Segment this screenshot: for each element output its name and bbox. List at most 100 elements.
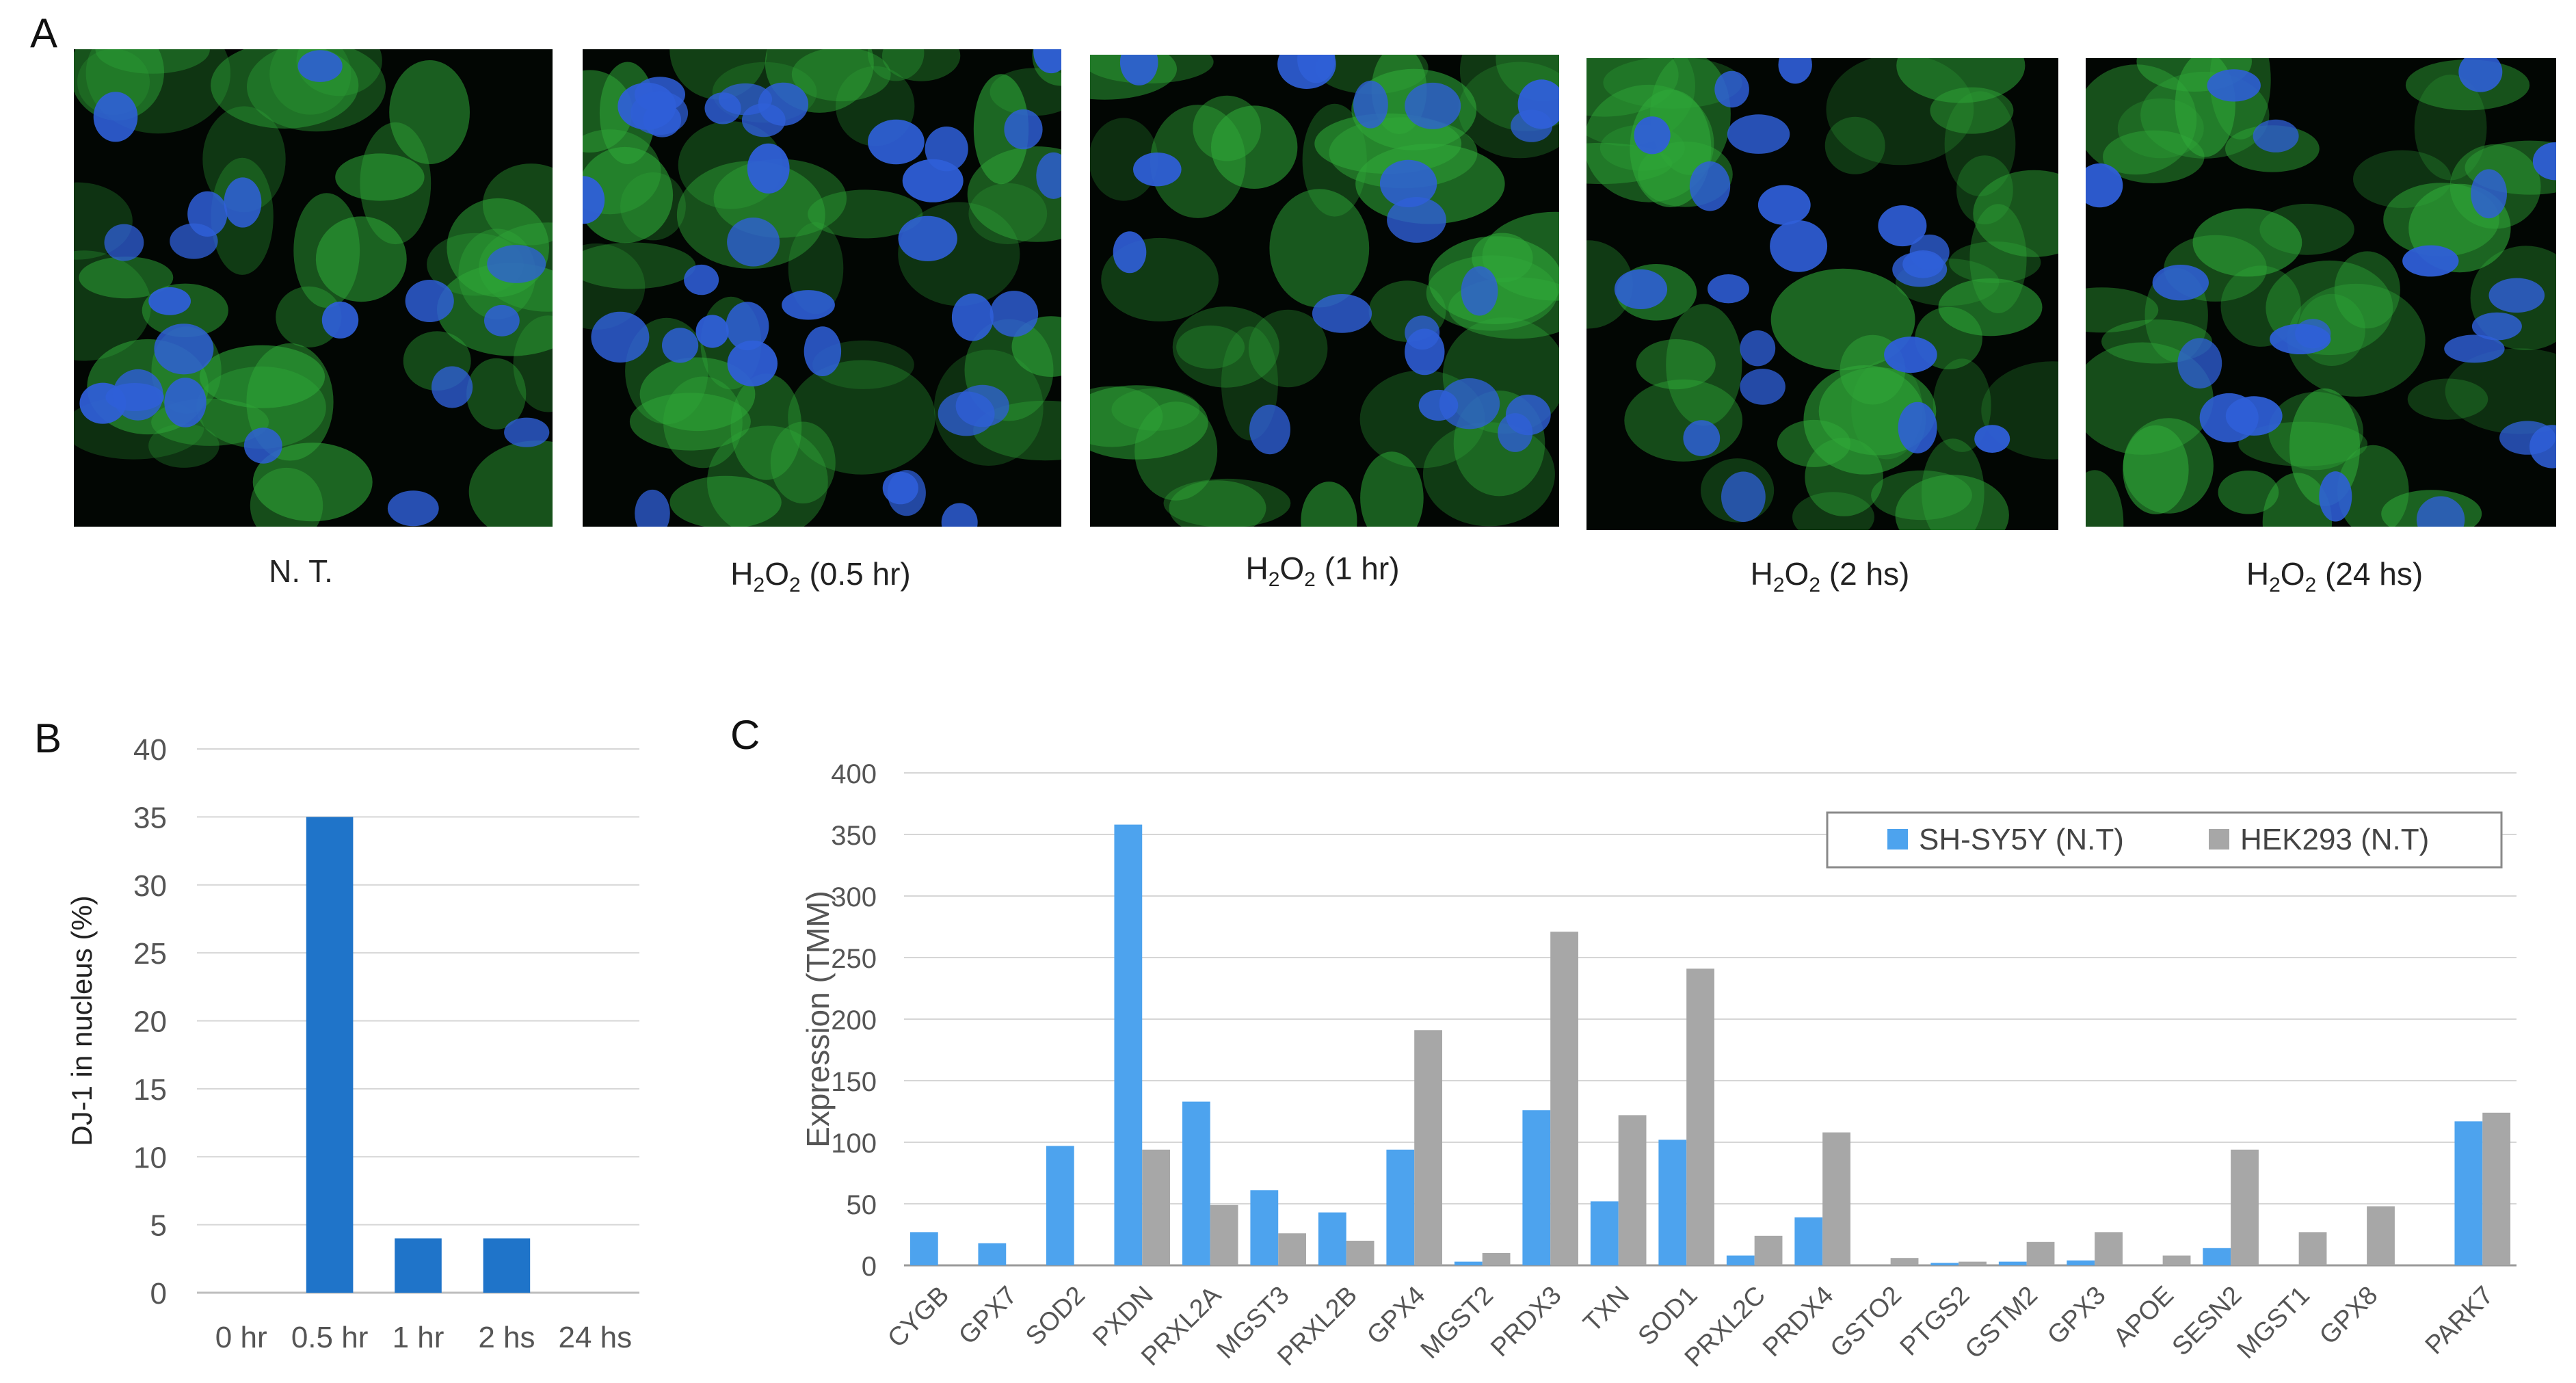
nucleus <box>1740 369 1785 405</box>
y-tick-label: 20 <box>133 1005 167 1039</box>
legend-box <box>1826 811 2503 869</box>
cell-layer <box>1090 55 1559 527</box>
nucleus <box>684 264 719 295</box>
bar-b <box>395 1238 442 1293</box>
nucleus <box>1405 82 1461 129</box>
cytoplasm-region <box>1172 306 1279 388</box>
nucleus <box>1634 116 1671 155</box>
cytoplasm-region <box>1938 278 2043 337</box>
caption-sub2: 2 <box>788 574 801 597</box>
bar-hek293 <box>2026 1241 2055 1265</box>
bar-hek293 <box>1550 932 1578 1265</box>
x-tick-label: CYGB <box>882 1281 955 1354</box>
y-tick-label: 35 <box>133 801 167 834</box>
x-tick-label: PRXL2B <box>1272 1281 1363 1372</box>
legend-swatch <box>2209 829 2229 849</box>
nucleus <box>1249 404 1290 455</box>
y-tick-label: 400 <box>831 759 877 789</box>
y-axis-label: Expression (TMM) <box>800 891 836 1148</box>
cytoplasm-region <box>808 189 923 239</box>
cytoplasm-region <box>1248 309 1328 388</box>
bar-sh-sy5y <box>1250 1190 1279 1265</box>
micrograph-image <box>1090 55 1559 527</box>
bar-sh-sy5y <box>1114 824 1143 1265</box>
nucleus <box>2458 58 2503 92</box>
nucleus <box>951 293 994 341</box>
caption-h: H <box>2246 556 2270 592</box>
bar-sh-sy5y <box>1182 1101 1210 1265</box>
nucleus <box>1297 55 1336 83</box>
cytoplasm-region <box>1896 58 2026 103</box>
nucleus <box>104 224 144 261</box>
nucleus <box>591 311 650 363</box>
nucleus <box>1714 70 1749 108</box>
bar-sh-sy5y <box>1454 1261 1483 1265</box>
bar-hek293 <box>2298 1232 2327 1265</box>
cytoplasm-region <box>1956 155 2013 224</box>
nucleus <box>2086 163 2123 208</box>
bar-sh-sy5y <box>1386 1149 1415 1265</box>
cytoplasm-region <box>1090 385 1208 460</box>
nucleus <box>1757 185 1811 225</box>
cytoplasm-region <box>1624 379 1743 462</box>
y-tick-label: 100 <box>831 1129 877 1159</box>
panel-label-c: C <box>730 712 760 758</box>
cytoplasm-region <box>1973 170 2058 257</box>
cell-layer <box>583 49 1061 527</box>
x-tick-label: 0 hr <box>215 1321 267 1354</box>
nucleus <box>2488 278 2545 313</box>
micrograph-image <box>583 49 1061 527</box>
cytoplasm-region <box>881 49 961 81</box>
nucleus <box>990 291 1039 337</box>
cell-layer <box>1586 58 2058 530</box>
cytoplasm-region <box>1930 87 2014 134</box>
cytoplasm-region <box>1586 240 1633 329</box>
nucleus <box>2199 393 2259 443</box>
cytoplasm-region <box>2192 208 2302 277</box>
cytoplasm-region <box>1169 480 1266 527</box>
nucleus <box>93 92 138 142</box>
nucleus <box>112 369 163 421</box>
cytoplasm-region <box>1301 482 1357 527</box>
nucleus <box>941 503 978 527</box>
cytoplasm-region <box>1933 358 1991 452</box>
cell-layer <box>2086 58 2556 527</box>
bar-hek293 <box>2162 1255 2191 1265</box>
bar-hek293 <box>1822 1132 1850 1265</box>
cytoplasm-region <box>2407 378 2488 420</box>
cytoplasm-region <box>196 366 326 449</box>
nucleus <box>164 378 207 427</box>
nucleus <box>635 489 670 527</box>
nucleus <box>1727 114 1790 154</box>
cytoplasm-region <box>2086 470 2124 527</box>
cytoplasm-region <box>79 256 174 299</box>
nucleus <box>662 328 699 363</box>
legend-label: SH-SY5Y (N.T) <box>1919 823 2124 856</box>
bar-sh-sy5y <box>1726 1255 1755 1265</box>
nucleus <box>727 218 780 267</box>
legend-swatch <box>1887 829 1908 849</box>
nucleus <box>2177 338 2222 388</box>
caption-o: O <box>1279 551 1305 586</box>
x-tick-label: 2 hs <box>478 1321 535 1354</box>
x-tick-label: GPX3 <box>2042 1281 2111 1350</box>
caption-o: O <box>765 556 789 592</box>
x-tick-label: GSTM2 <box>1960 1281 2043 1365</box>
nucleus <box>487 245 546 283</box>
bar-hek293 <box>1958 1261 1987 1265</box>
chart-b-dj1-nucleus: 0 5 10 15 20 25 30 35 40 0 hr 0.5 hr 1 hr 2 hs 24 hs D… <box>66 733 639 1354</box>
caption-tail: (2 hs) <box>1820 556 1910 592</box>
nucleus <box>187 191 228 237</box>
cytoplasm-region <box>583 70 633 153</box>
cytoplasm-region <box>1949 241 2041 283</box>
cytoplasm-region <box>2287 283 2426 397</box>
cytoplasm-region <box>1329 117 1478 189</box>
nucleus <box>2319 471 2352 522</box>
cytoplasm-region <box>1111 388 1200 431</box>
nucleus <box>321 301 359 339</box>
nucleus <box>1379 159 1437 207</box>
x-tick-label: MGST2 <box>1416 1281 1499 1365</box>
caption-sub2: 2 <box>2305 574 2317 597</box>
caption-h2o2-24hs: H2O2 (24 hs) <box>2095 555 2574 597</box>
cytoplasm-region <box>867 49 925 81</box>
